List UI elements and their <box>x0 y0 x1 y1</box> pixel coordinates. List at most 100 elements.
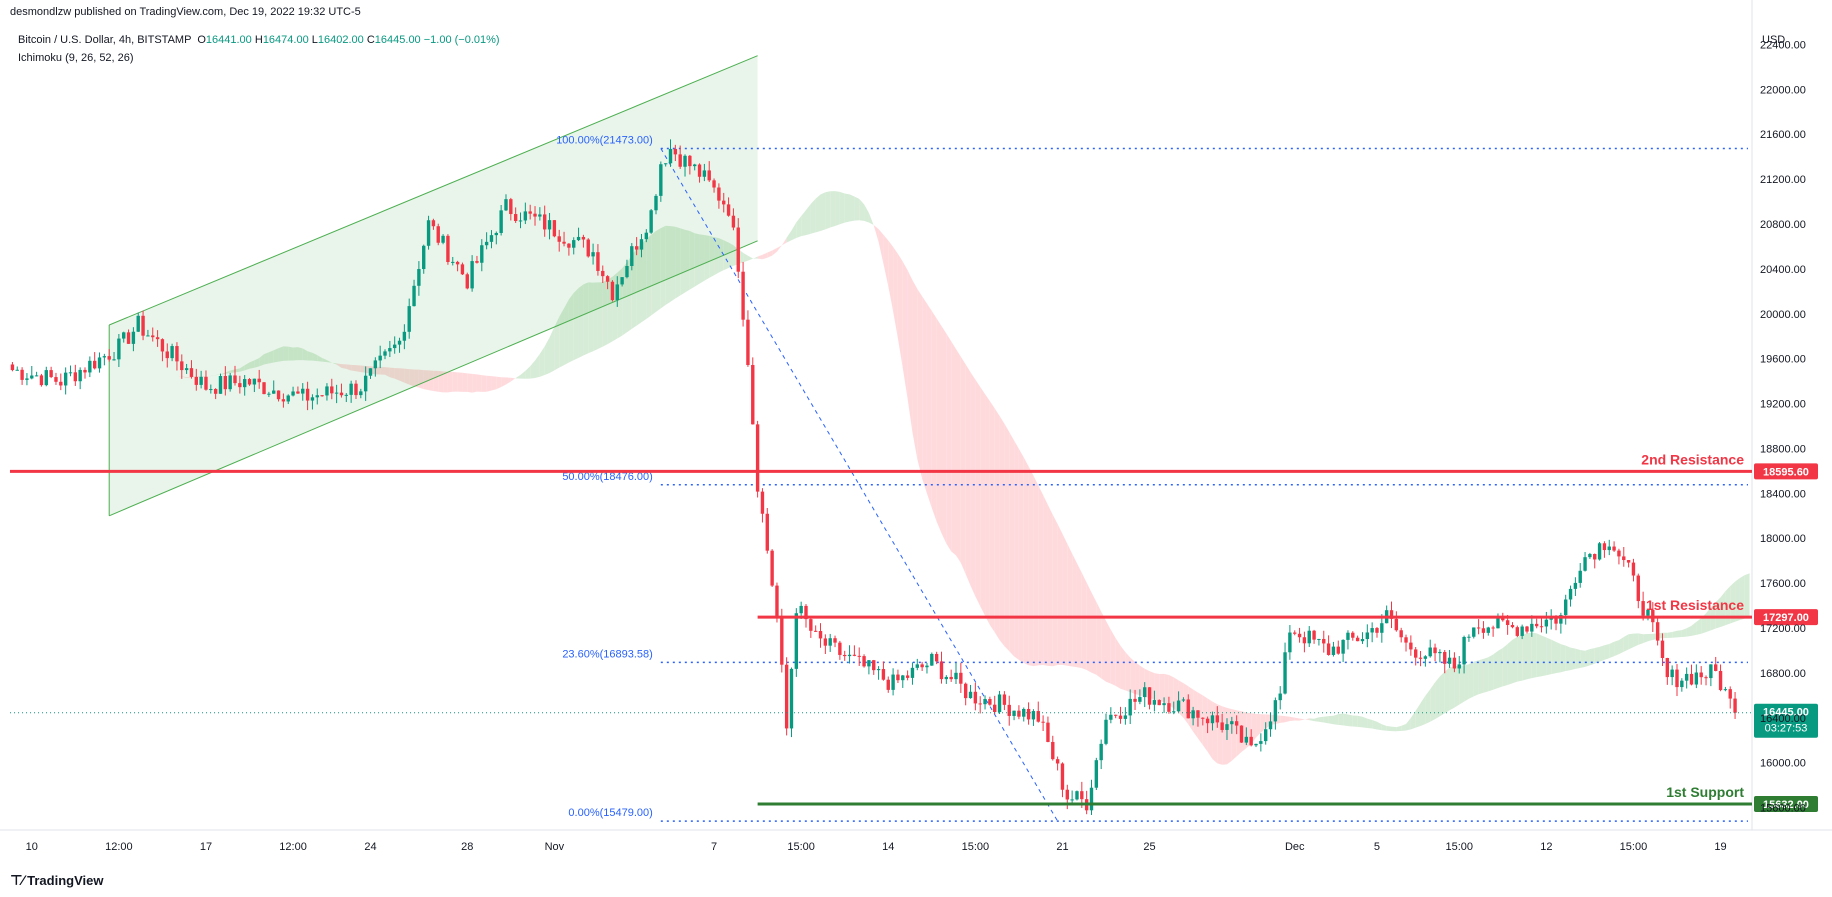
brand[interactable]: ⊤⁄ TradingView <box>10 872 103 889</box>
ichimoku-cloud-segment <box>1696 618 1702 635</box>
candle-body <box>126 332 131 344</box>
candle-body <box>533 213 537 217</box>
candle-body <box>838 642 842 655</box>
ichimoku-cloud-segment <box>1096 601 1102 679</box>
x-tick-label: 17 <box>200 841 212 853</box>
ichimoku-cloud-segment <box>1299 718 1305 721</box>
candle-body <box>339 392 344 396</box>
ichimoku-cloud-segment <box>573 288 579 361</box>
candle-body <box>1118 715 1123 719</box>
candle-body <box>155 337 160 340</box>
open-value: 16441.00 <box>205 34 252 46</box>
candle-body <box>1051 741 1055 760</box>
candle-body <box>1433 647 1437 654</box>
candle-body <box>1234 721 1239 726</box>
candle-body <box>780 615 784 665</box>
price-chart[interactable]: 100.00%(21473.00) 50.00%(18476.00) 23.60%(… <box>0 0 1832 870</box>
candle-body <box>509 199 513 215</box>
ichimoku-cloud-segment <box>776 245 782 252</box>
candle-body <box>228 375 232 390</box>
ichimoku-cloud-segment <box>897 253 903 369</box>
ichimoku-cloud-segment <box>1217 704 1223 765</box>
ichimoku-cloud-segment <box>1735 577 1740 622</box>
price-tag-text: 15632.00 <box>1763 799 1809 811</box>
candle-body <box>722 200 726 205</box>
candle-body <box>451 261 455 263</box>
candle-body <box>1002 694 1007 705</box>
candle-body <box>1360 639 1365 642</box>
candle-body <box>1539 626 1544 628</box>
candle-body <box>954 672 958 680</box>
candle-body <box>1476 627 1481 629</box>
price-tag-bg <box>1754 609 1818 626</box>
ichimoku-cloud-segment <box>1449 666 1455 711</box>
candle-body <box>470 261 474 289</box>
ichimoku-cloud-segment <box>1691 621 1697 636</box>
ichimoku-cloud-segment <box>1517 634 1523 682</box>
ichimoku-cloud-segment <box>1483 657 1489 693</box>
ichimoku-cloud-segment <box>259 354 265 367</box>
candle-body <box>373 360 378 369</box>
symbol-title[interactable]: Bitcoin / U.S. Dollar, 4h, BITSTAMP <box>18 34 192 46</box>
y-tick-label: 15600.00 <box>1760 803 1806 815</box>
candle-body <box>625 265 629 278</box>
candle-body <box>354 383 358 396</box>
candle-body <box>204 376 208 390</box>
ichimoku-cloud-segment <box>1551 639 1557 675</box>
y-tick-label: 22000.00 <box>1760 84 1806 96</box>
ichimoku-cloud-segment <box>264 352 269 365</box>
candle-body <box>1394 618 1399 631</box>
ichimoku-cloud-segment <box>1212 701 1218 764</box>
ichimoku-cloud-segment <box>549 326 555 374</box>
ichimoku-cloud-segment <box>380 366 386 375</box>
candle-body <box>301 388 305 394</box>
candle-body <box>1646 609 1650 616</box>
currency-label: USD <box>1762 34 1786 46</box>
candle-body <box>925 665 929 668</box>
candle-body <box>1147 687 1152 705</box>
ichimoku-cloud-segment <box>341 364 347 369</box>
candle-body <box>1481 628 1486 633</box>
ichimoku-cloud-segment <box>1444 667 1450 714</box>
ichimoku-cloud-segment <box>936 318 942 534</box>
indicator-label[interactable]: Ichimoku (9, 26, 52, 26) <box>18 52 134 64</box>
ichimoku-cloud-segment <box>1091 592 1097 675</box>
candle-body <box>920 664 924 668</box>
ichimoku-cloud-segment <box>960 356 966 575</box>
candle-body <box>654 195 658 211</box>
ichimoku-cloud-segment <box>718 238 724 273</box>
ichimoku-cloud-segment <box>1014 440 1019 660</box>
candle-body <box>1230 721 1234 725</box>
ichimoku-cloud-segment <box>554 316 560 371</box>
candle-body <box>34 375 39 377</box>
candle-body <box>872 660 876 671</box>
candle-body <box>213 389 218 394</box>
candle-body <box>557 236 561 242</box>
candle-body <box>1573 582 1578 589</box>
ichimoku-cloud-segment <box>1062 533 1068 666</box>
ichimoku-cloud-segment <box>854 196 860 221</box>
y-tick-label: 17200.00 <box>1760 623 1806 635</box>
ichimoku-cloud-segment <box>1531 632 1537 679</box>
candle-body <box>746 319 750 366</box>
candle-body <box>857 655 861 657</box>
ichimoku-cloud-segment <box>1638 633 1644 645</box>
ichimoku-cloud-segment <box>1314 717 1319 722</box>
candle-body <box>257 378 261 383</box>
candle-body <box>1631 562 1636 576</box>
ichimoku-cloud-segment <box>767 250 773 258</box>
fib-level-label: 23.60%(16893.58) <box>562 648 653 660</box>
candle-body <box>702 170 707 177</box>
candle-body <box>847 654 852 657</box>
candle-body <box>1239 725 1244 743</box>
candle-body <box>1568 588 1573 600</box>
ichimoku-cloud-segment <box>307 351 313 361</box>
ichimoku-cloud-segment <box>297 347 303 361</box>
ichimoku-cloud-segment <box>1289 716 1295 721</box>
candle-body <box>1099 743 1103 761</box>
ichimoku-cloud-segment <box>835 191 840 226</box>
ichimoku-cloud-segment <box>505 377 511 385</box>
ichimoku-cloud-segment <box>631 248 637 329</box>
ichimoku-cloud-segment <box>868 212 874 226</box>
candle-body <box>1268 721 1273 730</box>
